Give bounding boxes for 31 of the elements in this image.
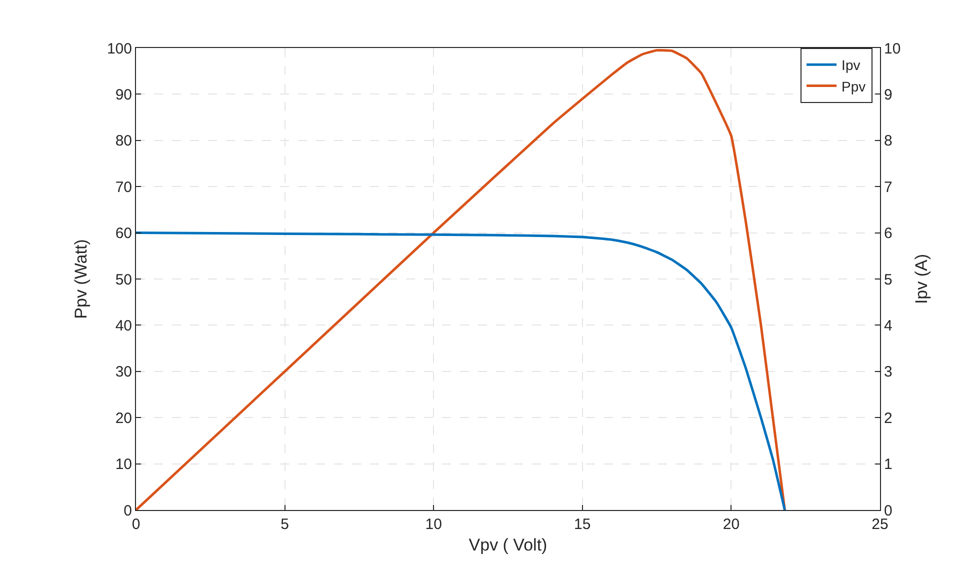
y-tick-label: 70 (115, 178, 132, 196)
line-series (136, 232, 786, 510)
legend-label: Ppv (842, 78, 866, 94)
y2-axis-title: Ipv (A) (912, 254, 932, 304)
y2-tick-label: 9 (884, 86, 892, 104)
legend-label: Ipv (842, 57, 860, 74)
x-tick-label: 15 (574, 516, 591, 533)
x-axis-title: Vpv ( Volt) (468, 535, 548, 554)
y2-tick-label: 1 (884, 456, 892, 474)
y-tick-label: 100 (106, 40, 132, 58)
y-tick-label: 10 (115, 456, 132, 474)
y-tick-label: 20 (115, 410, 132, 427)
y-tick-label: 80 (115, 132, 132, 150)
y-tick-label: 30 (115, 364, 132, 381)
x-tick-label: 5 (280, 516, 289, 533)
y2-tick-label: 10 (884, 40, 901, 58)
y2-tick-label: 4 (884, 317, 892, 334)
y-tick-label: 0 (124, 502, 132, 520)
y2-tick-label: 7 (884, 178, 892, 196)
y2-tick-label: 5 (884, 271, 892, 288)
y-tick-label: 60 (115, 225, 132, 242)
x-tick-label: 20 (722, 516, 740, 533)
y2-tick-label: 8 (884, 132, 892, 150)
y-axis-title: Ppv (Watt) (72, 239, 91, 319)
y2-tick-label: 3 (884, 364, 892, 381)
y-tick-label: 90 (115, 86, 132, 104)
y2-tick-label: 2 (884, 410, 892, 427)
x-tick-label: 10 (425, 516, 442, 533)
y-tick-label: 50 (115, 271, 132, 288)
y2-tick-label: 6 (884, 225, 892, 242)
y-tick-label: 40 (115, 317, 132, 334)
